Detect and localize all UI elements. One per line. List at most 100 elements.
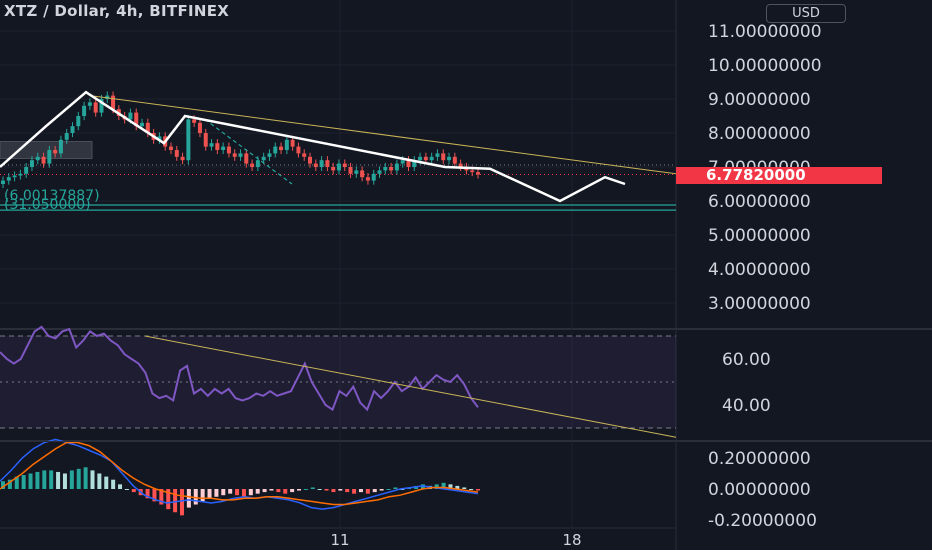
macd-histogram-bar [241, 489, 246, 497]
candle [6, 177, 11, 181]
macd-histogram-bar [310, 487, 315, 489]
macd-histogram-bar [35, 471, 40, 489]
candle [296, 146, 301, 154]
macd-histogram-bar [207, 489, 212, 499]
candle [197, 122, 202, 133]
trendline [89, 95, 677, 175]
macd-histogram-bar [276, 489, 281, 493]
candle [168, 146, 173, 150]
macd-histogram-bar [386, 489, 391, 490]
candle [273, 146, 278, 154]
macd-histogram-bar [331, 489, 336, 493]
macd-histogram-bar [462, 487, 467, 489]
candle [342, 163, 347, 167]
candle [76, 116, 81, 127]
candle [41, 156, 46, 164]
candle [18, 173, 23, 176]
macd-histogram-bar [21, 475, 26, 489]
candle [157, 136, 162, 140]
macd-histogram-bar [365, 489, 370, 494]
candle [186, 119, 191, 161]
candle [58, 139, 63, 154]
candle [232, 153, 237, 157]
candle [336, 163, 341, 171]
macd-histogram-bar [104, 476, 109, 489]
price-tick-label: 3.00000000 [708, 294, 811, 314]
macd-histogram-bar [262, 489, 267, 493]
macd-histogram-bar [200, 489, 205, 502]
price-tick-label: 6.00000000 [708, 192, 811, 212]
candle [394, 163, 399, 171]
macd-histogram-bar [159, 489, 164, 505]
candle [29, 160, 34, 167]
macd-histogram-bar [83, 467, 88, 489]
candle [70, 126, 75, 133]
candle [1, 180, 5, 184]
candle [308, 156, 313, 164]
candle [87, 102, 92, 106]
price-tick-label: 10.00000000 [708, 56, 822, 76]
candle [470, 170, 475, 173]
candle [284, 139, 289, 150]
macd-histogram-bar [358, 489, 363, 493]
candle [331, 167, 336, 171]
macd-histogram-bar [111, 479, 116, 489]
candle [267, 153, 272, 157]
macd-histogram-bar [441, 482, 446, 489]
candle [215, 143, 220, 150]
macd-histogram-bar [69, 470, 74, 489]
macd-histogram-bar [434, 484, 439, 489]
fib-level-label: (6.00137887) [4, 188, 100, 204]
price-tick-label: 4.00000000 [708, 260, 811, 280]
candle [140, 122, 145, 127]
macd-histogram-bar [345, 489, 350, 493]
macd-histogram-bar [90, 470, 95, 489]
candle [64, 133, 69, 140]
macd-histogram-bar [393, 487, 398, 489]
macd-histogram-bar [476, 489, 480, 491]
macd-histogram-bar [469, 489, 474, 490]
candle [111, 95, 116, 110]
last-price-tag: 6.77820000 [676, 167, 882, 184]
macd-histogram-bar [352, 489, 357, 494]
macd-histogram-bar [228, 489, 233, 494]
macd-signal-line [0, 441, 479, 506]
macd-tick-label: -0.20000000 [708, 511, 817, 531]
macd-histogram-bar [448, 484, 453, 489]
time-tick-label: 18 [562, 531, 581, 549]
candle [371, 173, 376, 181]
candle [145, 122, 150, 133]
candle [354, 170, 359, 174]
candle [226, 146, 231, 154]
macd-line [0, 438, 479, 510]
candle [180, 156, 185, 161]
macd-histogram-bar [235, 489, 240, 496]
candle [93, 102, 98, 113]
candle [279, 146, 284, 150]
macd-histogram-bar [118, 484, 123, 489]
macd-histogram-bar [42, 470, 47, 489]
pane-divider [0, 441, 676, 442]
fib-level-label: (31.050000) [4, 197, 91, 213]
macd-histogram-bar [14, 476, 19, 489]
macd-histogram-bar [186, 489, 191, 508]
currency-button[interactable]: USD [766, 4, 846, 23]
candle [406, 160, 411, 167]
macd-histogram-bar [290, 489, 295, 493]
macd-histogram-bar [297, 489, 302, 491]
candle [313, 163, 318, 167]
macd-histogram-bar [49, 470, 54, 489]
candle [290, 139, 295, 147]
macd-histogram-bar [7, 479, 12, 489]
candle [53, 150, 58, 154]
pattern-path [0, 90, 626, 203]
candle [319, 160, 324, 167]
macd-histogram-bar [179, 489, 184, 516]
candle [255, 160, 260, 167]
macd-histogram-bar [400, 489, 405, 490]
candle [365, 177, 370, 181]
candle [12, 175, 17, 178]
candle [302, 153, 307, 157]
candle [400, 160, 405, 164]
